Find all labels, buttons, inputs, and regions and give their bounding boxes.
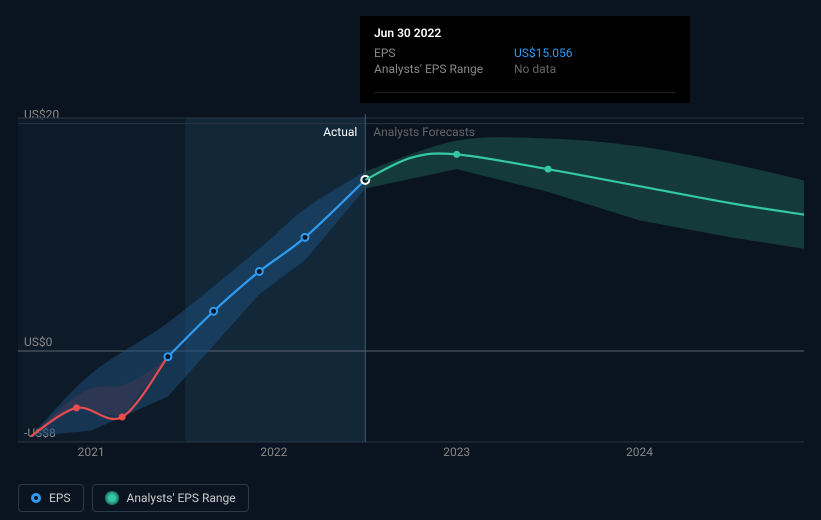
legend-item-eps[interactable]: EPS	[18, 484, 84, 512]
x-axis-label: 2023	[443, 445, 470, 459]
section-label-actual: Actual	[323, 125, 357, 139]
negative-eps-marker	[119, 413, 126, 420]
y-axis-label: US$0	[24, 335, 53, 349]
eps-actual-marker[interactable]	[210, 308, 217, 315]
tooltip-row-label: Analysts' EPS Range	[374, 62, 514, 76]
tooltip-row-value: No data	[514, 62, 556, 76]
x-axis-label: 2021	[78, 445, 105, 459]
tooltip-row: Analysts' EPS RangeNo data	[374, 62, 676, 76]
x-axis-label: 2024	[626, 445, 653, 459]
eps-forecast-marker[interactable]	[453, 151, 460, 158]
legend-item-label: Analysts' EPS Range	[127, 491, 236, 505]
legend-item-label: EPS	[49, 491, 71, 505]
eps-actual-marker[interactable]	[301, 234, 308, 241]
legend-item-range[interactable]: Analysts' EPS Range	[92, 484, 249, 512]
eps-actual-marker[interactable]	[164, 353, 171, 360]
tooltip-row-value: US$15.056	[514, 46, 573, 60]
y-axis-label: US$20	[24, 108, 59, 122]
tooltip-row: EPSUS$15.056	[374, 46, 676, 60]
section-label-forecasts: Analysts Forecasts	[373, 125, 475, 139]
chart-tooltip: Jun 30 2022 EPSUS$15.056Analysts' EPS Ra…	[360, 16, 690, 103]
eps-forecast-marker[interactable]	[545, 166, 552, 173]
eps-chart: US$20US$0-US$82021202220232024ActualAnal…	[0, 0, 821, 520]
tooltip-date: Jun 30 2022	[374, 26, 676, 40]
negative-eps-marker	[73, 404, 80, 411]
x-axis-label: 2022	[260, 445, 287, 459]
eps-actual-marker[interactable]	[256, 268, 263, 275]
tooltip-row-label: EPS	[374, 46, 514, 60]
legend-swatch-icon	[105, 491, 119, 505]
legend-swatch-icon	[31, 493, 41, 503]
chart-legend: EPS Analysts' EPS Range	[18, 484, 249, 512]
